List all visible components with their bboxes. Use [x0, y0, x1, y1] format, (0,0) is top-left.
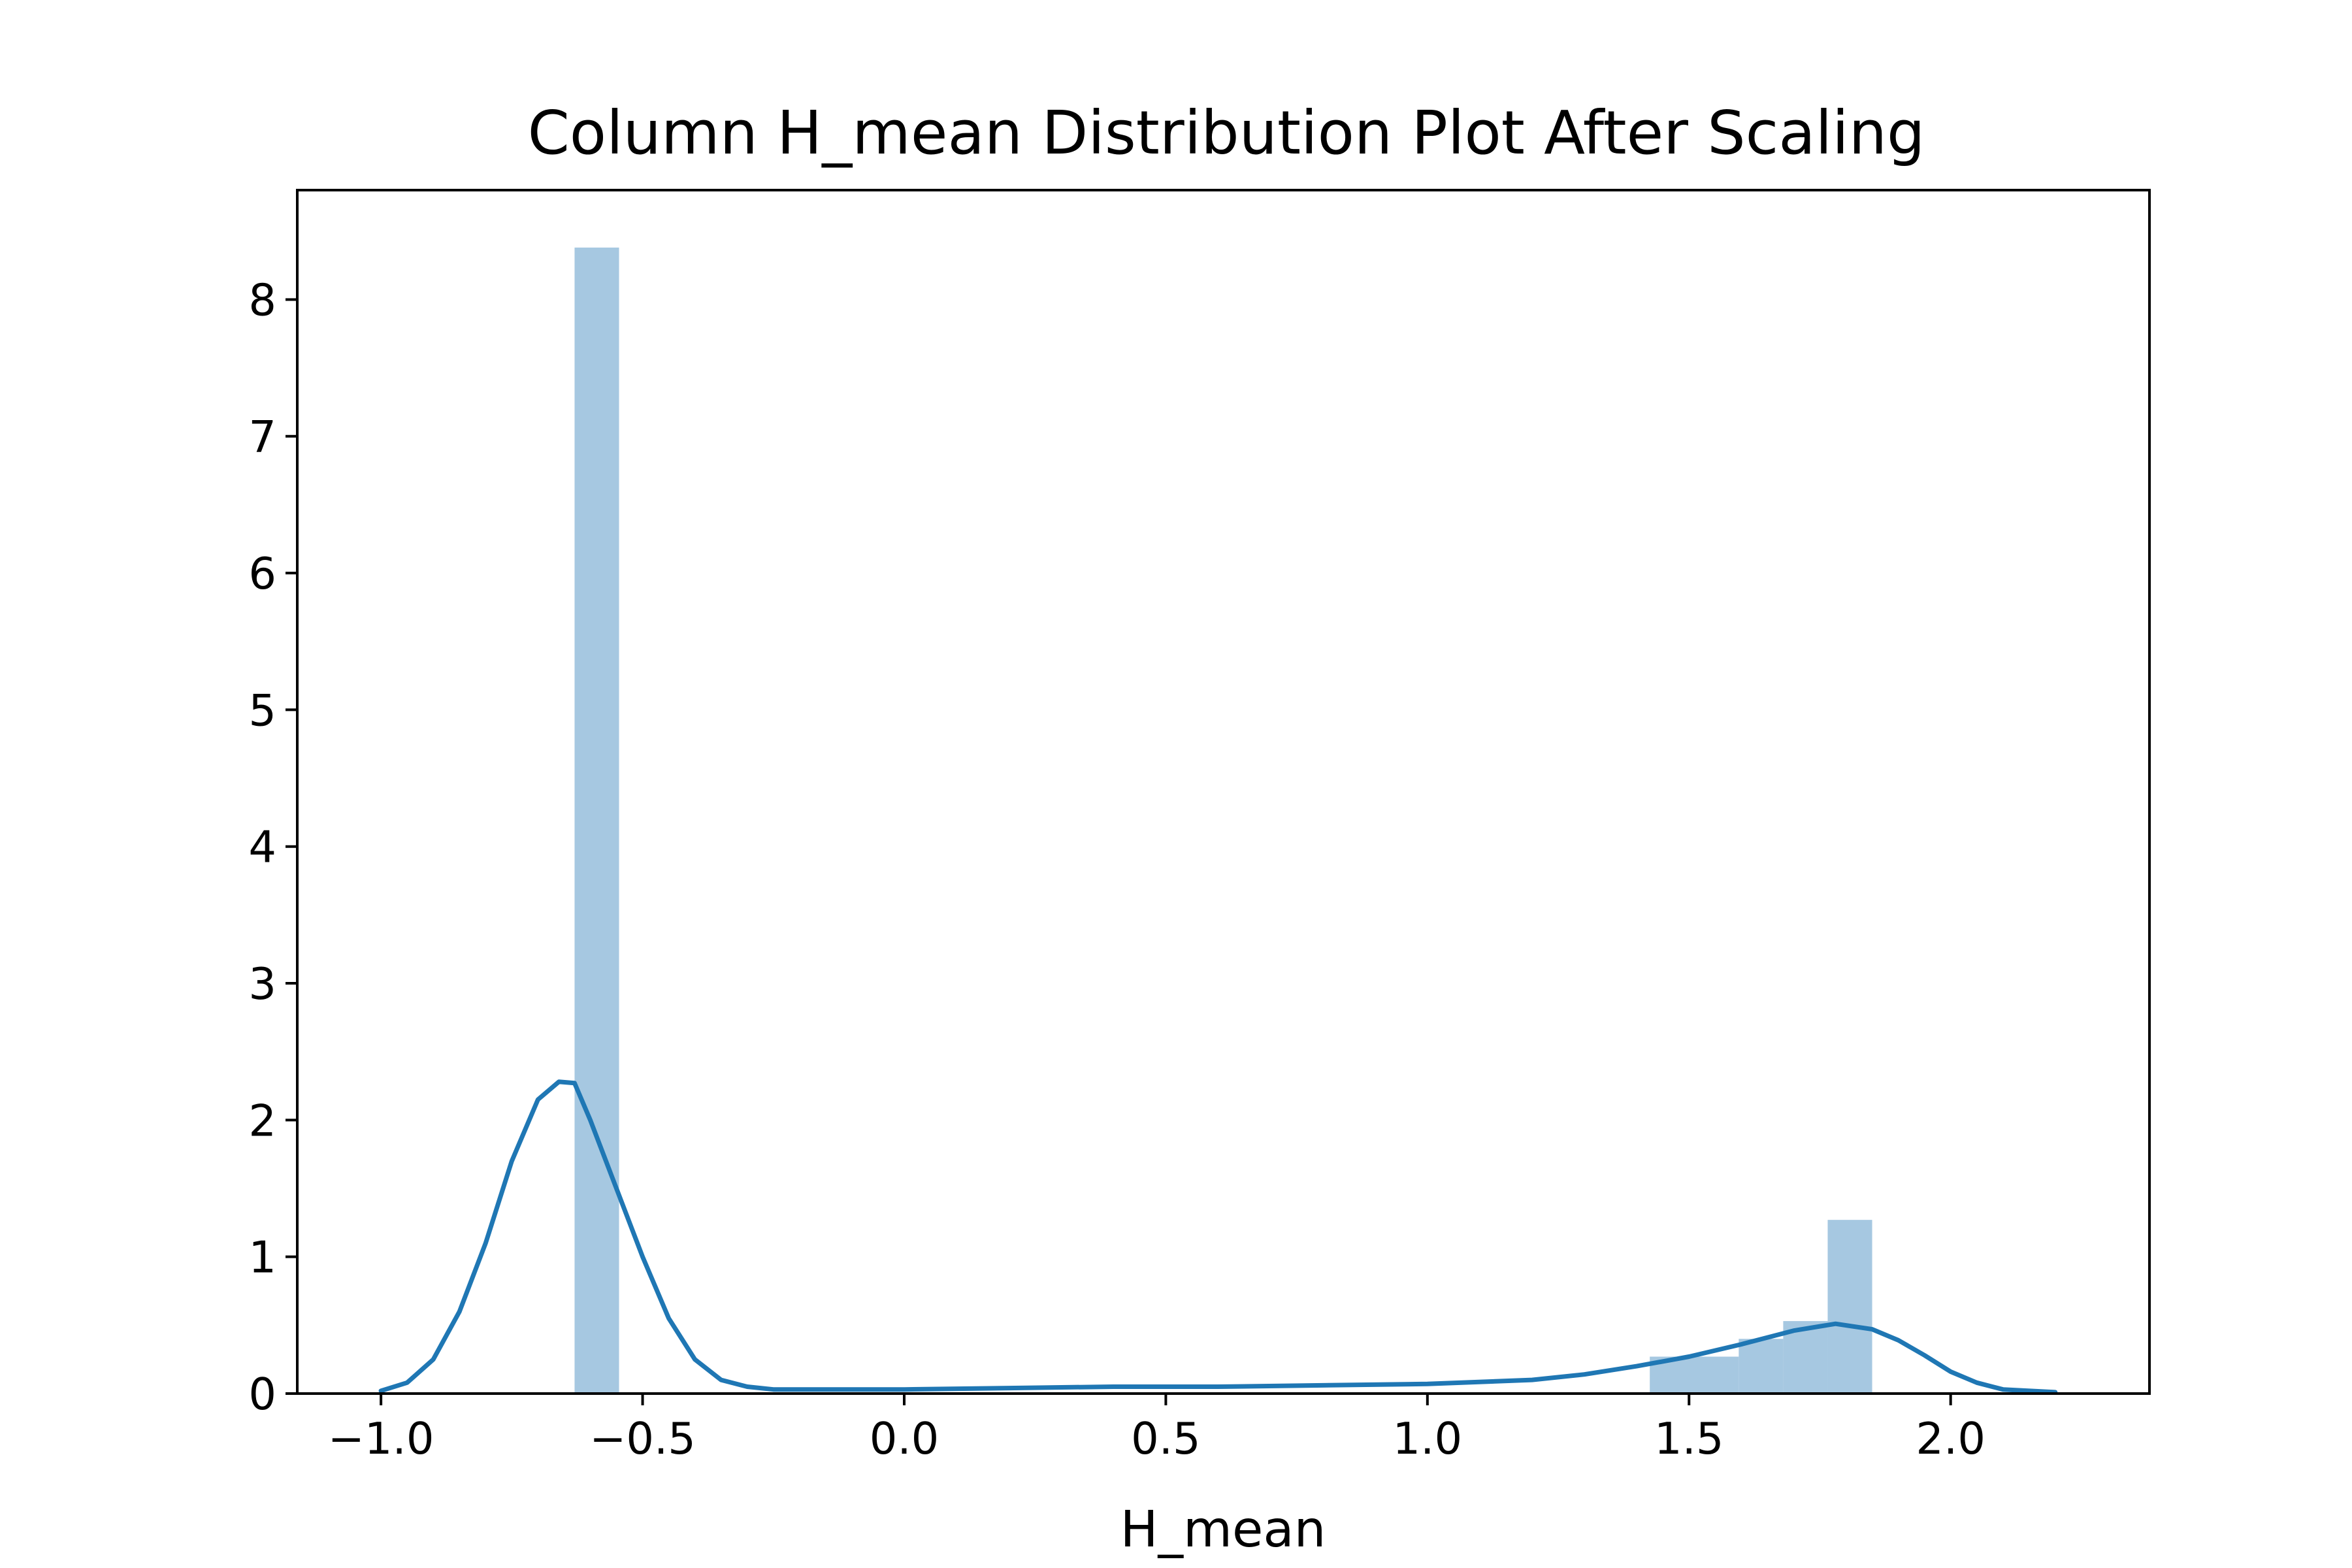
y-tick-label: 7: [248, 412, 276, 463]
axes-frame: [296, 189, 2151, 1395]
kde-line: [378, 1079, 2058, 1395]
y-tick-label: 2: [248, 1095, 276, 1146]
y-axis: 0 1 2 3 4 5 6 7 8: [248, 274, 297, 1420]
y-tick-label: 4: [248, 822, 276, 873]
y-tick-label: 6: [248, 548, 276, 599]
x-tick-label: 0.5: [1131, 1413, 1201, 1464]
x-tick-label: 1.5: [1654, 1413, 1724, 1464]
y-tick-label: 8: [248, 274, 276, 325]
x-tick-label: 2.0: [1916, 1413, 1985, 1464]
x-tick-label: 1.0: [1393, 1413, 1463, 1464]
y-tick-label: 5: [248, 685, 276, 736]
y-tick-label: 3: [248, 958, 276, 1009]
y-tick-label: 1: [248, 1232, 276, 1283]
chart-title: Column H_mean Distribution Plot After Sc…: [528, 98, 1925, 168]
x-axis: −1.0 −0.5 0.0 0.5 1.0 1.5 2.0: [328, 1394, 1985, 1464]
y-tick-label: 0: [248, 1369, 276, 1420]
x-tick-label: −0.5: [589, 1413, 696, 1464]
histogram-bar: [1739, 1339, 1784, 1394]
plot-area: [378, 247, 2058, 1395]
x-tick-label: −1.0: [328, 1413, 434, 1464]
x-tick-label: 0.0: [870, 1413, 939, 1464]
x-axis-title: H_mean: [1120, 1501, 1326, 1559]
histogram-bar: [574, 247, 619, 1394]
histogram-bar: [1827, 1220, 1872, 1394]
